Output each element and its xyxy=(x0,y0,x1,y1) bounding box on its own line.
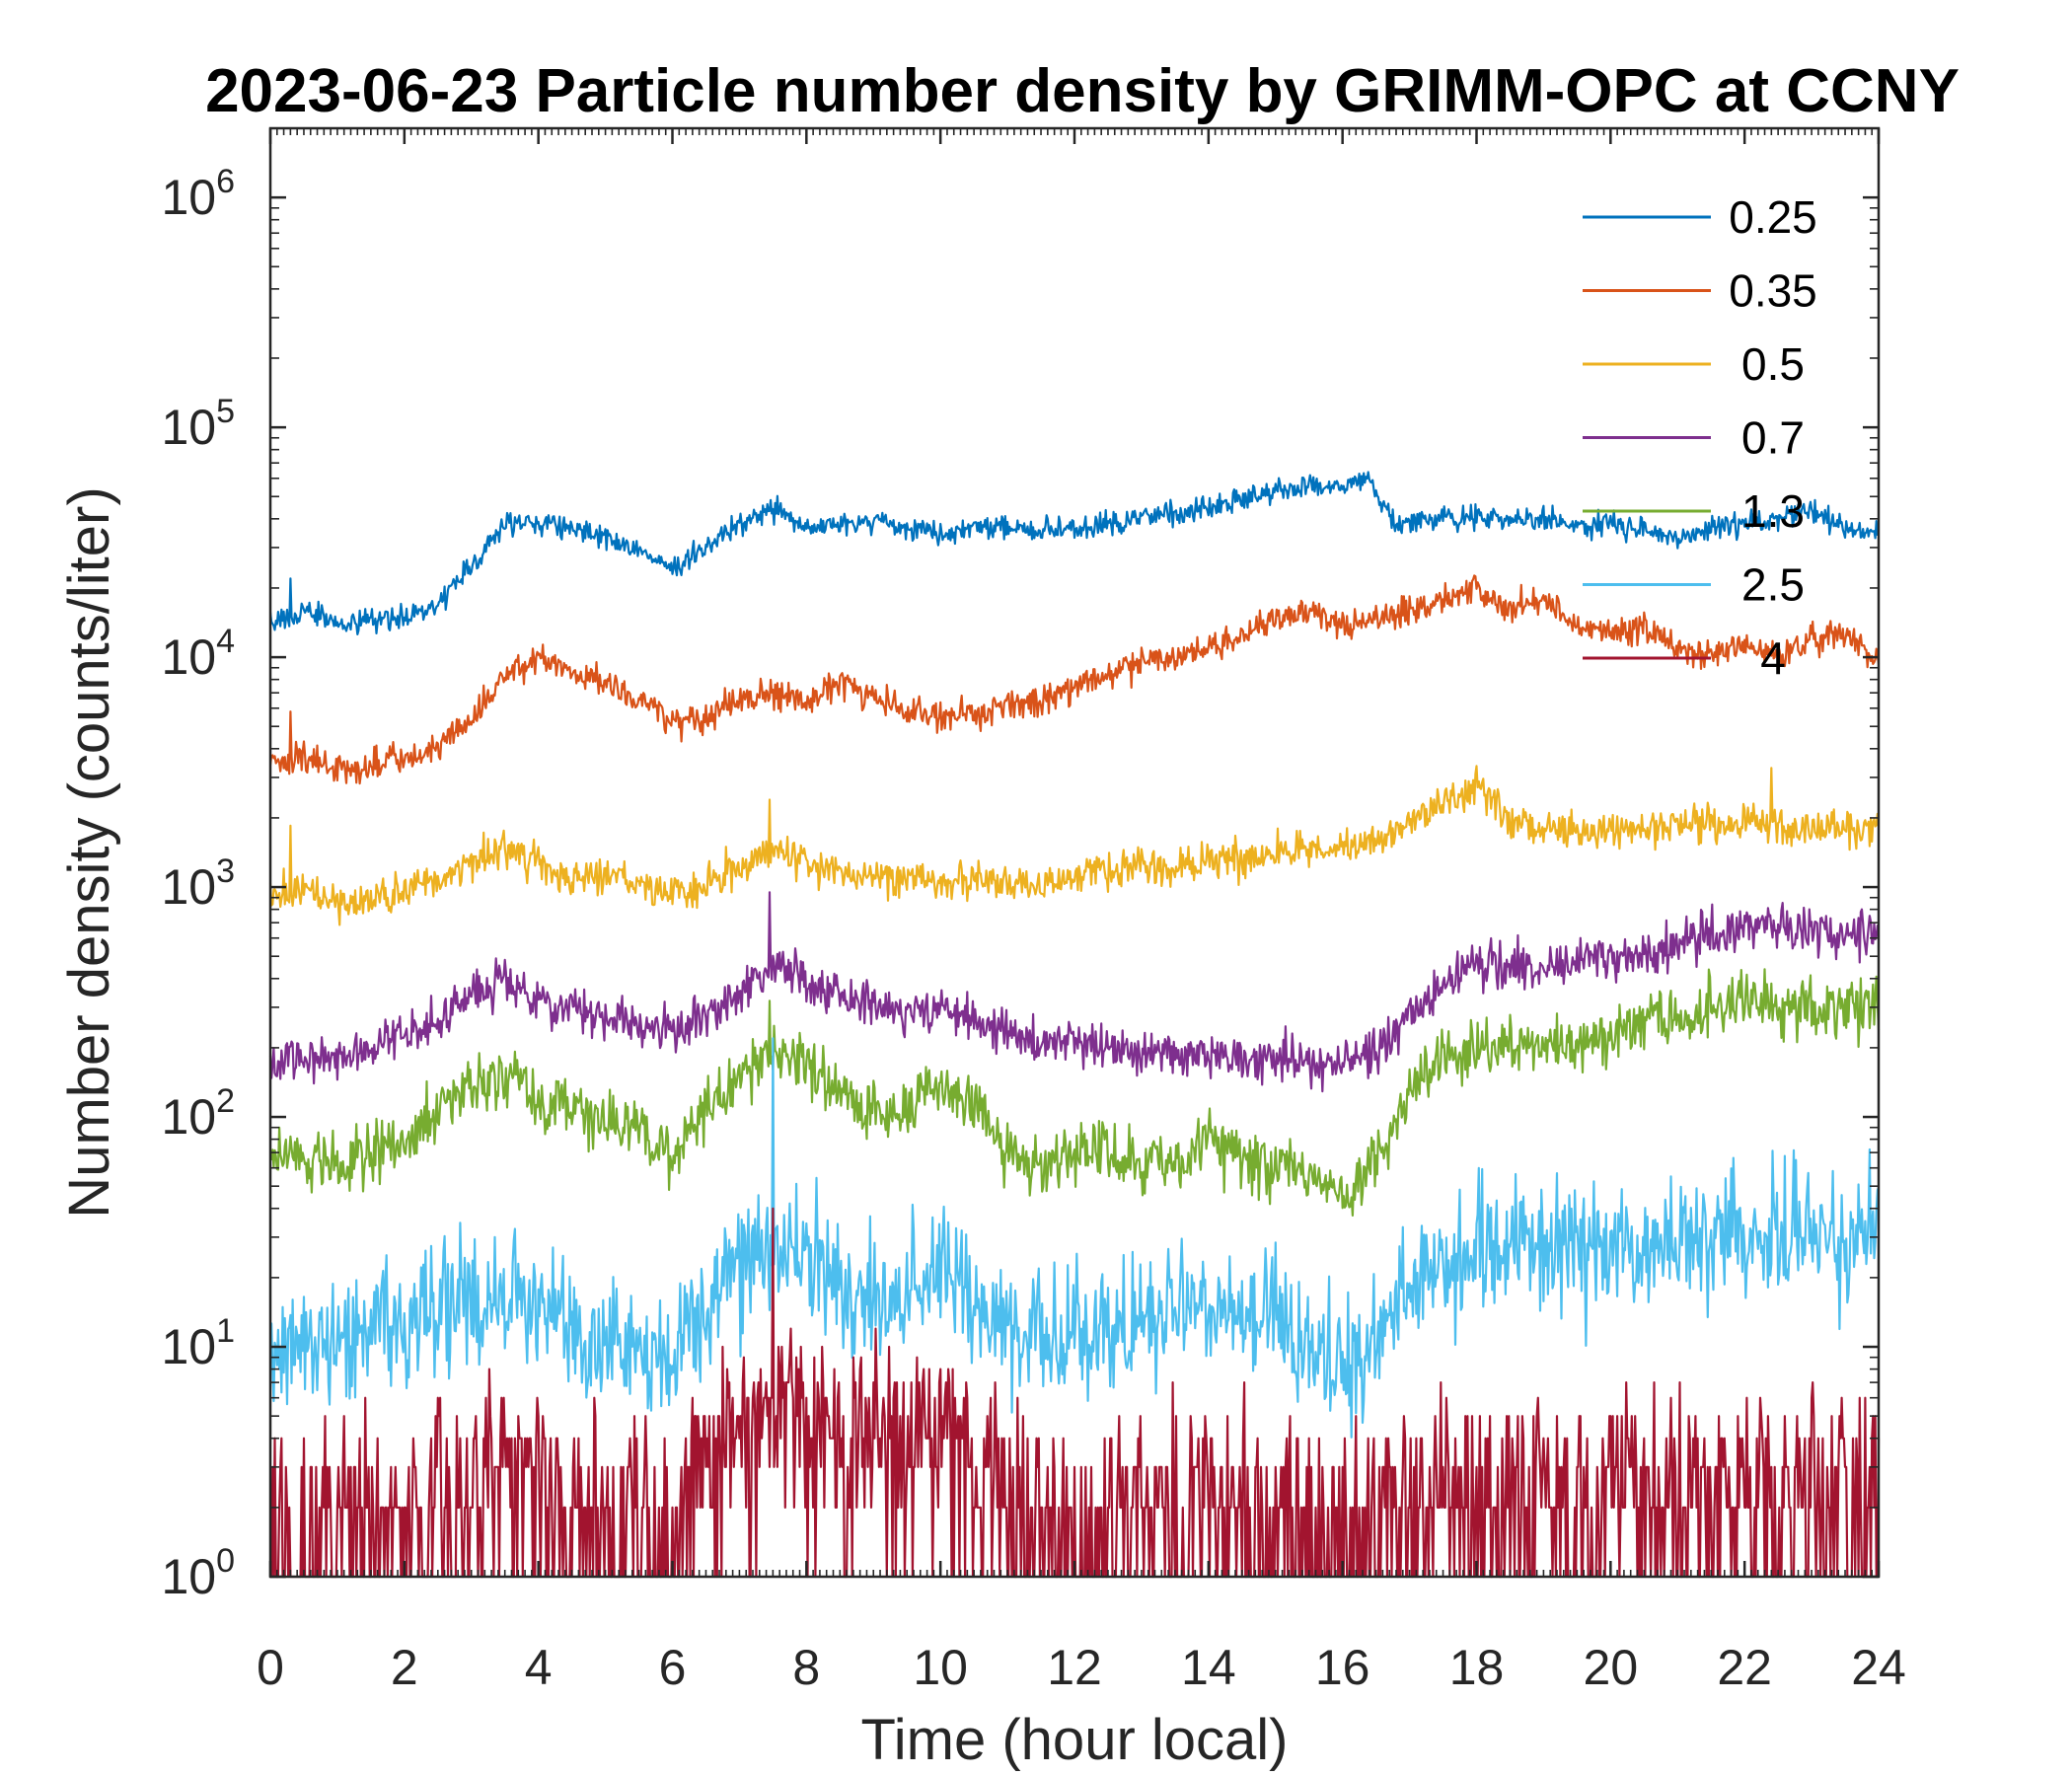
ticks-layer xyxy=(268,127,1881,1579)
y-tick-label: 106 xyxy=(161,163,235,225)
y-axis-label: Number density (counts/liter) xyxy=(57,486,121,1218)
x-tick-label: 20 xyxy=(1584,1640,1639,1695)
series-line-2 xyxy=(268,765,1881,926)
plot-area xyxy=(268,126,1881,1579)
series-layer xyxy=(268,471,1881,1579)
x-tick-label: 12 xyxy=(1047,1640,1102,1695)
y-axis-tick-labels: 100 101 102 103 104 105 106 xyxy=(161,163,235,1604)
series-line-0 xyxy=(268,471,1880,635)
y-tick-label: 102 xyxy=(161,1082,235,1145)
y-tick-label: 104 xyxy=(161,623,235,685)
y-tick-label: 100 xyxy=(161,1542,235,1604)
x-tick-label: 18 xyxy=(1449,1640,1505,1695)
legend-label-1: 0.35 xyxy=(1729,265,1817,317)
series-line-6 xyxy=(270,1207,1881,1579)
x-axis-label: Time (hour local) xyxy=(861,1708,1289,1772)
x-tick-label: 14 xyxy=(1181,1640,1236,1695)
y-tick-label: 105 xyxy=(161,393,235,455)
x-tick-label: 6 xyxy=(659,1640,687,1695)
legend-label-2: 0.5 xyxy=(1741,338,1805,390)
legend-label-0: 0.25 xyxy=(1729,191,1817,243)
legend-label-6: 4 xyxy=(1760,632,1786,684)
y-tick-label: 103 xyxy=(161,852,235,915)
x-tick-label: 24 xyxy=(1851,1640,1906,1695)
legend: 0.25 0.35 0.5 0.7 1.3 2.5 4 xyxy=(1583,191,1817,684)
series-line-3 xyxy=(268,891,1881,1093)
x-tick-label: 2 xyxy=(391,1640,418,1695)
series-line-4 xyxy=(269,968,1881,1217)
x-tick-label: 0 xyxy=(257,1640,284,1695)
series-line-5 xyxy=(268,1037,1881,1439)
x-tick-label: 22 xyxy=(1717,1640,1772,1695)
x-tick-label: 10 xyxy=(913,1640,968,1695)
x-tick-label: 8 xyxy=(792,1640,820,1695)
x-tick-label: 4 xyxy=(525,1640,553,1695)
x-axis-tick-labels: 0 2 4 6 8 10 12 14 16 18 20 22 24 xyxy=(257,1640,1906,1695)
legend-label-5: 2.5 xyxy=(1741,559,1805,611)
series-line-1 xyxy=(268,574,1881,785)
legend-label-3: 0.7 xyxy=(1741,412,1805,464)
y-tick-label: 101 xyxy=(161,1312,235,1374)
chart-title: 2023-06-23 Particle number density by GR… xyxy=(205,57,1960,125)
legend-label-4: 1.3 xyxy=(1741,485,1805,537)
x-tick-label: 16 xyxy=(1315,1640,1370,1695)
